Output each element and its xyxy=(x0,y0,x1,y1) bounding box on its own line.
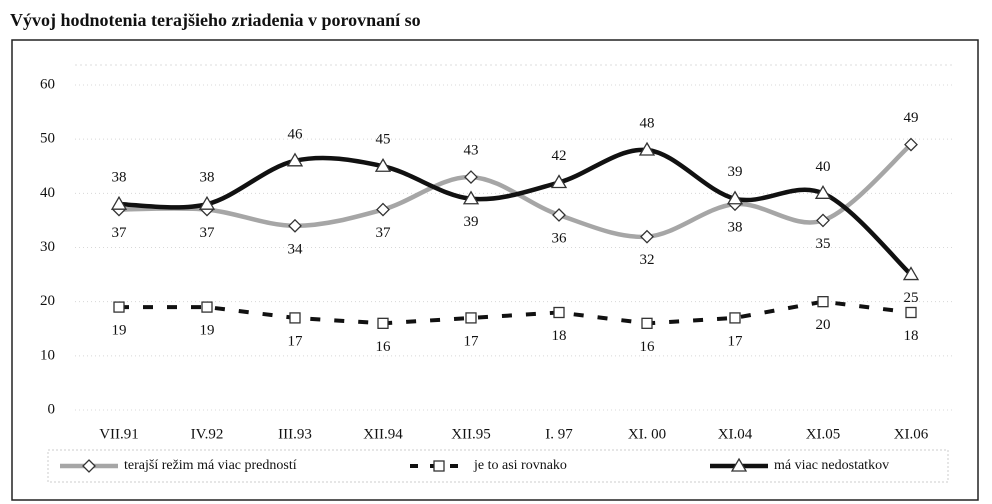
data-label: 37 xyxy=(200,225,216,241)
legend-item: je to asi rovnako xyxy=(410,458,567,473)
data-label: 17 xyxy=(288,333,304,349)
marker xyxy=(638,141,656,156)
marker xyxy=(462,190,480,205)
marker xyxy=(198,195,216,210)
y-tick-label: 50 xyxy=(40,131,55,147)
y-tick-label: 60 xyxy=(40,76,55,92)
x-tick-label: VII.91 xyxy=(99,426,139,442)
x-tick-label: I. 97 xyxy=(545,426,573,442)
x-tick-label: XI.05 xyxy=(806,426,841,442)
data-label: 38 xyxy=(112,170,127,186)
marker xyxy=(113,301,125,313)
marker xyxy=(726,190,744,205)
chart-title: Vývoj hodnotenia terajšieho zriadenia v … xyxy=(10,10,421,30)
marker xyxy=(433,460,445,472)
data-label: 17 xyxy=(728,333,744,349)
legend-text: má viac nedostatkov xyxy=(774,458,889,473)
data-label: 16 xyxy=(640,339,656,355)
marker xyxy=(550,174,568,189)
data-label: 16 xyxy=(376,339,392,355)
series-line xyxy=(118,147,913,277)
y-tick-label: 40 xyxy=(40,185,55,201)
marker xyxy=(288,218,302,233)
chart-frame xyxy=(11,39,979,501)
data-label: 19 xyxy=(200,323,215,339)
data-label: 37 xyxy=(112,225,128,241)
legend-item: má viac nedostatkov xyxy=(710,457,889,473)
y-tick-label: 0 xyxy=(48,401,56,417)
data-label: 18 xyxy=(904,328,919,344)
marker xyxy=(730,457,748,472)
data-label: 36 xyxy=(552,230,568,246)
data-label: 43 xyxy=(464,143,479,159)
x-tick-label: XI.06 xyxy=(894,426,929,442)
x-tick-label: XII.94 xyxy=(363,426,403,442)
data-label: 48 xyxy=(640,115,655,131)
data-label: 39 xyxy=(464,214,479,230)
data-label: 18 xyxy=(552,328,567,344)
data-label: 39 xyxy=(728,164,743,180)
series-line xyxy=(118,142,913,240)
data-label: 20 xyxy=(816,317,831,333)
data-label: 38 xyxy=(728,220,743,236)
marker xyxy=(552,208,566,222)
legend-text: je to asi rovnako xyxy=(473,458,567,473)
marker xyxy=(289,312,301,324)
data-label: 38 xyxy=(200,170,215,186)
marker xyxy=(82,459,96,473)
legend-text: terajší režim má viac predností xyxy=(124,458,297,473)
data-label: 37 xyxy=(376,225,392,241)
y-tick-label: 10 xyxy=(40,347,55,363)
legend-item: terajší režim má viac predností xyxy=(60,458,297,473)
marker xyxy=(905,306,917,319)
marker xyxy=(377,317,389,329)
marker xyxy=(464,170,478,185)
data-label: 34 xyxy=(288,241,304,257)
x-tick-label: III.93 xyxy=(278,426,312,442)
marker xyxy=(110,195,128,210)
data-label: 35 xyxy=(816,236,831,252)
marker xyxy=(553,306,565,319)
marker xyxy=(201,301,213,313)
marker xyxy=(465,312,477,324)
marker xyxy=(816,213,830,228)
x-tick-label: XII.95 xyxy=(451,426,491,442)
marker xyxy=(729,312,741,324)
data-label: 49 xyxy=(904,110,919,126)
data-label: 45 xyxy=(376,132,391,148)
y-tick-label: 30 xyxy=(40,239,55,255)
x-tick-label: XI. 00 xyxy=(628,426,666,442)
data-label: 25 xyxy=(904,290,919,306)
marker xyxy=(904,137,918,152)
data-label: 42 xyxy=(552,148,567,164)
data-label: 46 xyxy=(288,126,304,142)
data-label: 40 xyxy=(816,159,831,175)
data-label: 32 xyxy=(640,252,655,268)
data-label: 19 xyxy=(112,323,127,339)
marker xyxy=(814,185,832,199)
marker xyxy=(286,152,304,167)
marker xyxy=(374,157,392,172)
marker xyxy=(817,296,829,308)
x-tick-label: IV.92 xyxy=(191,426,224,442)
marker xyxy=(641,317,653,329)
y-tick-label: 20 xyxy=(40,293,55,309)
legend-box xyxy=(47,449,949,483)
data-label: 17 xyxy=(464,333,480,349)
marker xyxy=(902,266,920,281)
marker xyxy=(376,202,390,217)
marker xyxy=(640,229,654,244)
x-tick-label: XI.04 xyxy=(718,426,753,442)
